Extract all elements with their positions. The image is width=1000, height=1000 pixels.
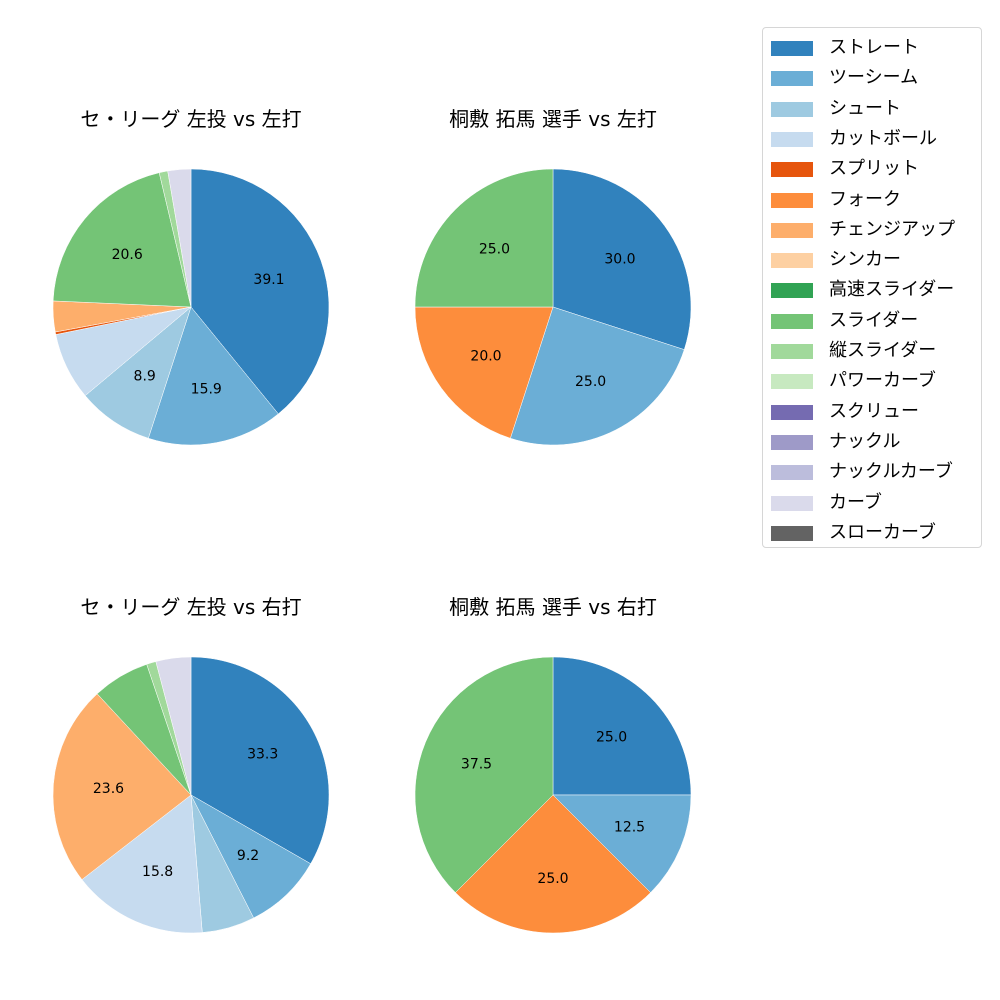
pie-slice [414, 168, 554, 308]
slice-value-label: 25.0 [479, 241, 510, 257]
legend-item: スライダー [763, 307, 981, 337]
chart-title: セ・リーグ 左投 vs 右打 [80, 595, 302, 619]
legend-swatch [771, 495, 813, 511]
legend-label: スライダー [829, 309, 919, 331]
slice-value-label: 37.5 [461, 756, 492, 772]
slice-value-label: 25.0 [596, 729, 627, 745]
pie-slice [552, 168, 692, 350]
legend-item: フォーク [763, 186, 981, 216]
legend-item: ストレート [763, 34, 981, 64]
pie-slice [510, 306, 685, 446]
pie-slice [81, 794, 203, 934]
legend-label: シンカー [829, 249, 901, 271]
legend-label: フォーク [829, 188, 901, 210]
slice-value-label: 23.6 [93, 781, 124, 797]
legend-swatch [771, 434, 813, 450]
legend-swatch [771, 101, 813, 117]
slice-value-label: 20.0 [470, 349, 501, 365]
legend-item: チェンジアップ [763, 216, 981, 246]
legend-swatch [771, 222, 813, 238]
pie-slice [52, 172, 192, 308]
legend-item: カットボール [763, 125, 981, 155]
legend-label: ナックル [829, 430, 901, 452]
pie-slice [155, 656, 192, 796]
legend-label: スローカーブ [829, 521, 936, 543]
legend-item: ツーシーム [763, 64, 981, 94]
legend-label: シュート [829, 97, 901, 119]
legend-swatch [771, 71, 813, 87]
legend-swatch [771, 162, 813, 178]
pie-slice [455, 794, 651, 934]
legend-swatch [771, 465, 813, 481]
legend-label: パワーカーブ [829, 370, 936, 392]
slice-value-label: 9.2 [237, 848, 259, 864]
legend: ストレートツーシームシュートカットボール スプリットフォークチェンジアップ シンカー… [762, 27, 982, 548]
legend-item: カーブ [763, 489, 981, 519]
legend-item: スローカーブ [763, 519, 981, 549]
legend-swatch [771, 525, 813, 541]
legend-swatch [771, 283, 813, 299]
legend-item: スクリュー [763, 398, 981, 428]
legend-label: 高速スライダー [829, 279, 955, 301]
legend-swatch [771, 313, 813, 329]
pie-slice [414, 306, 554, 439]
legend-item: シュート [763, 95, 981, 125]
chart-title: 桐敷 拓馬 選手 vs 右打 [449, 595, 657, 619]
pie-slice [167, 168, 192, 308]
legend-swatch [771, 253, 813, 269]
legend-label: チェンジアップ [829, 218, 955, 240]
slice-value-label: 8.9 [134, 369, 156, 385]
slice-value-label: 33.3 [247, 747, 278, 763]
legend-item: 高速スライダー [763, 276, 981, 306]
slice-value-label: 30.0 [604, 251, 635, 267]
legend-item: ナックル [763, 428, 981, 458]
legend-label: カーブ [829, 491, 882, 513]
pie-slice [190, 168, 330, 415]
pie-slice [552, 656, 692, 796]
slice-value-label: 25.0 [537, 871, 568, 887]
legend-label: ツーシーム [829, 67, 919, 89]
pie-slice [52, 693, 192, 880]
slice-value-label: 39.1 [253, 272, 284, 288]
legend-swatch [771, 404, 813, 420]
legend-label: ナックルカーブ [829, 461, 953, 483]
pie-slice [414, 656, 554, 893]
chart-title: セ・リーグ 左投 vs 左打 [80, 107, 302, 131]
legend-label: ストレート [829, 37, 919, 58]
legend-item: シンカー [763, 246, 981, 276]
legend-swatch [771, 131, 813, 147]
legend-item: パワーカーブ [763, 367, 981, 397]
legend-label: スプリット [829, 158, 919, 180]
slice-value-label: 12.5 [614, 820, 645, 836]
pie-slice [190, 794, 311, 919]
slice-value-label: 15.8 [142, 864, 173, 880]
slice-value-label: 15.9 [191, 381, 222, 397]
legend-swatch [771, 344, 813, 359]
chart-title: 桐敷 拓馬 選手 vs 左打 [449, 107, 657, 131]
legend-item: スプリット [763, 155, 981, 185]
pie-slice [190, 656, 330, 865]
slice-value-label: 20.6 [112, 247, 143, 263]
legend-swatch [771, 374, 813, 390]
legend-label: 縦スライダー [829, 340, 937, 361]
legend-label: カットボール [829, 127, 937, 149]
pie-slice [552, 794, 692, 893]
legend-swatch [771, 192, 813, 208]
slice-value-label: 25.0 [575, 374, 606, 390]
legend-item: ナックルカーブ [763, 458, 981, 488]
legend-swatch [771, 41, 813, 56]
legend-label: スクリュー [829, 400, 919, 422]
legend-item: 縦スライダー [763, 337, 981, 367]
pie-slice [148, 306, 279, 446]
